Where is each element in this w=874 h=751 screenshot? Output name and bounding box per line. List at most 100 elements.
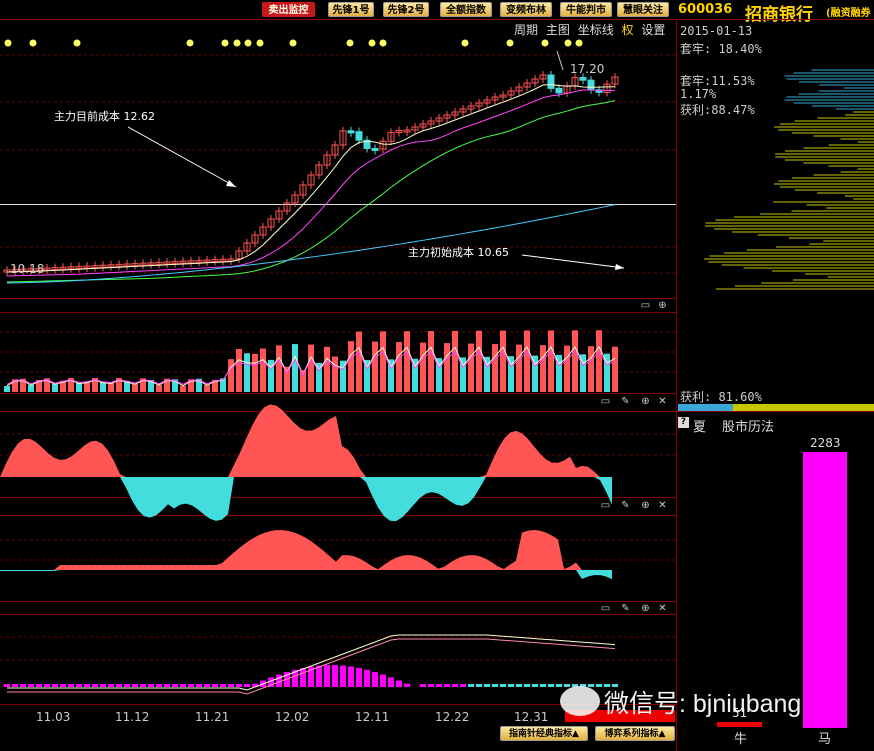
candle-body <box>507 90 515 96</box>
menu-axis[interactable]: 坐标线 <box>577 23 614 37</box>
volume-bar <box>4 386 10 392</box>
candle-body <box>499 94 507 98</box>
panel2-close-icon[interactable]: ✕ <box>658 396 667 407</box>
menu-main[interactable]: 主图 <box>545 23 570 37</box>
candle-body <box>43 267 51 271</box>
volume-bar <box>236 348 242 392</box>
indicator3-bar <box>228 684 234 687</box>
menu-settings[interactable]: 设置 <box>641 23 666 37</box>
candle-body <box>331 144 339 156</box>
candle-body <box>411 126 419 131</box>
volume-bar <box>612 346 618 392</box>
volume-bar <box>300 370 306 392</box>
volume-bar <box>228 359 234 392</box>
menu-rights[interactable]: 权 <box>621 23 634 37</box>
indicator3-bar <box>564 684 570 687</box>
volume-bar <box>588 346 594 392</box>
indicator3-bar <box>332 665 338 687</box>
indicator3-bar <box>60 684 66 687</box>
classic-indicator-tab[interactable]: 指南针经典指标▲ <box>500 726 588 741</box>
high-price-label: 17.20 <box>570 62 605 76</box>
volume-bar <box>292 344 298 392</box>
ma-lines <box>6 83 616 284</box>
panel4-close-icon[interactable]: ✕ <box>658 603 667 614</box>
bollinger-button[interactable]: 变频布林 <box>500 2 552 17</box>
volume-bar <box>364 360 370 392</box>
candle-body <box>299 184 307 196</box>
volume-bar <box>468 343 474 392</box>
volume-bar <box>204 384 210 392</box>
volume-bar <box>316 363 322 392</box>
indicator3-bar <box>44 684 50 687</box>
candle-body <box>467 105 475 110</box>
total-index-button[interactable]: 全额指数 <box>440 2 492 17</box>
candle-body <box>163 261 171 265</box>
sell-monitor-button[interactable]: 卖出监控 <box>262 2 315 17</box>
panel2-pin-icon[interactable]: ✎ <box>621 396 630 407</box>
panel3-close-icon[interactable]: ✕ <box>658 500 667 511</box>
panel4-window-icon[interactable]: ▭ <box>600 603 611 614</box>
candle-body <box>379 140 387 150</box>
volume-bar <box>60 380 66 392</box>
indicator3-lines <box>7 634 616 695</box>
candle-body <box>235 250 243 260</box>
initial-cost-label: 主力初始成本 10.65 <box>408 246 509 259</box>
indicator3-bar <box>548 684 554 687</box>
indicator3-bar <box>428 684 434 687</box>
volume-bar <box>548 330 554 392</box>
panel2-window-icon[interactable]: ▭ <box>600 396 611 407</box>
indicator3-bar <box>4 684 10 687</box>
indicator3-bar <box>156 684 162 687</box>
indicator3-bar <box>20 684 26 687</box>
ma60-line <box>6 204 616 284</box>
candle-body <box>251 234 259 244</box>
panel4-zoom-icon[interactable]: ⊕ <box>641 603 650 614</box>
volume-bar <box>212 379 218 392</box>
volume-bar <box>572 330 578 392</box>
candle-body <box>179 260 187 264</box>
candle-body <box>275 210 283 220</box>
indicator3-bar <box>572 684 578 687</box>
pioneer2-button[interactable]: 先锋2号 <box>383 2 429 17</box>
candle-body <box>323 154 331 166</box>
candle-body <box>283 202 291 212</box>
signal-dot <box>541 39 549 47</box>
panel3-window-icon[interactable]: ▭ <box>600 500 611 511</box>
indicator3-bar <box>580 684 586 687</box>
insight-follow-button[interactable]: 慧眼关注 <box>617 2 669 17</box>
panel1-zoom-icon[interactable]: ⊕ <box>658 300 667 311</box>
indicator3-bar <box>364 669 370 687</box>
pioneer1-button[interactable]: 先锋1号 <box>328 2 374 17</box>
ma5-line <box>6 83 616 273</box>
panel3-zoom-icon[interactable]: ⊕ <box>641 500 650 511</box>
menu-period[interactable]: 周期 <box>514 23 539 37</box>
stock-code: 600036 <box>678 2 733 17</box>
indicator1-negative <box>0 477 612 522</box>
candle-body <box>483 99 491 104</box>
signal-dot <box>564 39 572 47</box>
x-tick: 12.02 <box>275 710 310 724</box>
indicator3-bar <box>100 684 106 687</box>
profit-bottom: 获利: 81.60% <box>680 390 762 404</box>
help-icon[interactable]: ? <box>678 417 689 428</box>
game-indicator-tab[interactable]: 博弈系列指标▲ <box>595 726 675 741</box>
volume-bar <box>420 342 426 392</box>
candle-body <box>395 129 403 133</box>
candle-body <box>155 261 163 265</box>
panel3-pin-icon[interactable]: ✎ <box>621 500 630 511</box>
indicator3-bar <box>460 684 466 687</box>
vol-ma5-line <box>6 345 616 387</box>
bull-judge-button[interactable]: 牛能判市 <box>560 2 612 17</box>
candle-body <box>35 267 43 271</box>
indicator3-bar <box>92 684 98 687</box>
panel2-zoom-icon[interactable]: ⊕ <box>641 396 650 407</box>
panel1-window-icon[interactable]: ▭ <box>640 300 651 311</box>
volume-bar <box>404 331 410 392</box>
x-tick: 12.22 <box>435 710 470 724</box>
volume-bar <box>332 356 338 392</box>
indicator3-bar <box>532 684 538 687</box>
panel4-pin-icon[interactable]: ✎ <box>621 603 630 614</box>
candle-body <box>107 264 115 268</box>
volume-bar <box>108 382 114 392</box>
